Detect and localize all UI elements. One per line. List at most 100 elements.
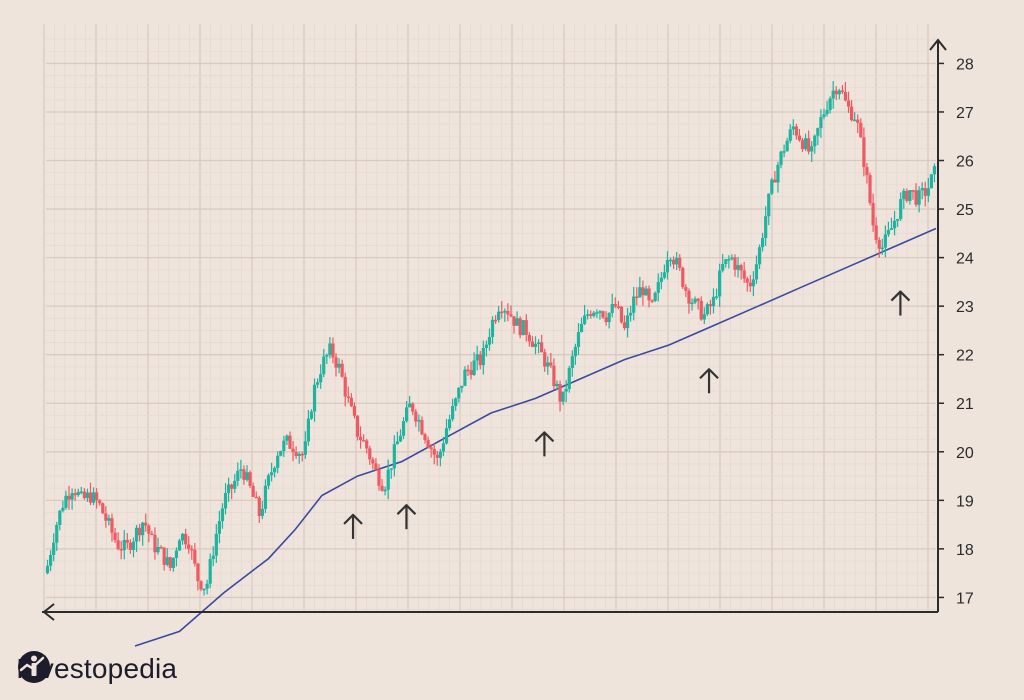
candle-down	[699, 300, 703, 320]
candle-down	[846, 100, 851, 107]
candle-down	[251, 485, 255, 497]
candle-down	[82, 491, 86, 499]
candle-up	[497, 311, 501, 320]
candle-up	[579, 323, 584, 333]
candle-up	[285, 435, 289, 441]
candle-up	[279, 450, 283, 456]
candle-down	[622, 322, 627, 329]
candle-up	[902, 190, 906, 200]
candle-down	[411, 403, 415, 412]
candle-down	[466, 369, 470, 372]
candle-up	[76, 491, 80, 496]
candle-up	[592, 312, 596, 316]
brand: Investopedia	[16, 649, 177, 689]
candle-down	[527, 334, 531, 342]
candle-up	[236, 470, 240, 481]
candle-up	[220, 508, 225, 522]
candle-down	[377, 469, 381, 486]
candle-up	[767, 193, 771, 217]
candle-up	[49, 554, 53, 566]
candle-down	[98, 500, 102, 504]
candle-up	[917, 190, 921, 205]
candle-down	[868, 175, 872, 204]
candle-up	[260, 508, 264, 516]
candle-down	[168, 557, 172, 568]
candle-up	[472, 360, 476, 375]
candle-up	[665, 259, 670, 273]
candle-up	[174, 550, 179, 558]
candle-down	[150, 533, 154, 536]
candle-down	[500, 311, 504, 314]
candle-down	[159, 547, 163, 549]
candle-up	[929, 174, 933, 189]
candle-up	[705, 304, 709, 315]
candle-up	[816, 128, 820, 136]
candle-up	[454, 398, 458, 407]
candle-up	[779, 151, 783, 165]
candle-down	[162, 547, 166, 565]
candle-down	[911, 190, 915, 192]
candle-up	[761, 238, 765, 248]
candle-up	[223, 492, 228, 509]
candle-down	[696, 298, 700, 301]
candle-down	[371, 459, 375, 464]
candle-down	[113, 532, 117, 541]
y-tick-label: 18	[956, 542, 974, 559]
candle-down	[420, 420, 424, 435]
y-tick-label: 19	[956, 493, 974, 510]
candle-down	[125, 539, 129, 543]
candle-up	[776, 164, 780, 183]
candle-down	[506, 310, 510, 315]
candle-down	[589, 314, 593, 316]
candle-up	[55, 524, 59, 543]
candle-down	[748, 282, 752, 287]
candle-down	[362, 440, 366, 442]
candle-down	[687, 290, 691, 304]
candle-up	[398, 435, 403, 442]
axes	[42, 38, 947, 621]
candle-up	[61, 507, 65, 511]
candle-down	[469, 370, 473, 375]
candle-up	[675, 257, 679, 265]
candle-up	[141, 522, 145, 536]
candle-down	[423, 434, 427, 441]
candle-up	[693, 298, 697, 303]
candle-up	[239, 469, 243, 471]
candle-up	[484, 344, 488, 348]
candle-down	[733, 257, 737, 270]
candle-up	[282, 440, 286, 451]
candle-up	[908, 190, 912, 201]
candle-up	[227, 484, 231, 493]
candle-down	[850, 106, 854, 121]
candle-up	[819, 116, 823, 129]
candle-up	[751, 279, 755, 287]
candle-up	[392, 444, 396, 469]
y-tick-label: 28	[956, 56, 974, 73]
candle-up	[610, 304, 614, 314]
candle-up	[757, 247, 762, 265]
candle-down	[153, 534, 157, 553]
investopedia-logo-icon	[18, 651, 50, 683]
candle-down	[138, 527, 142, 536]
candle-down	[67, 495, 71, 500]
candle-down	[877, 239, 881, 249]
up-arrow-icon	[396, 504, 417, 530]
candle-up	[389, 468, 393, 470]
candle-up	[607, 313, 611, 323]
candle-down	[147, 525, 151, 534]
y-tick-label: 20	[956, 445, 974, 462]
candle-up	[822, 114, 826, 117]
up-arrow-icon	[890, 290, 911, 316]
candle-down	[193, 549, 197, 564]
candle-down	[549, 362, 553, 366]
candle-up	[920, 188, 924, 191]
candle-up	[880, 247, 884, 250]
up-arrow-icon	[534, 431, 555, 457]
candle-up	[202, 588, 206, 591]
candle-down	[346, 396, 350, 398]
candle-up	[217, 521, 221, 534]
candle-up	[64, 495, 68, 508]
y-axis-arrow-icon	[929, 38, 947, 51]
